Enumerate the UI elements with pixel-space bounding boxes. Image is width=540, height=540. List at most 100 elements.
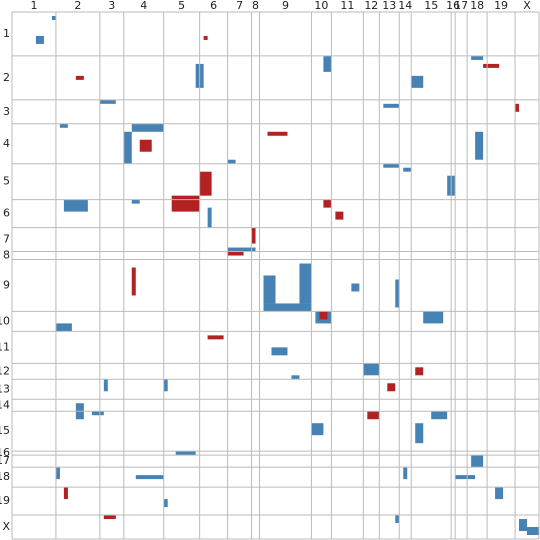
contact-block (55, 467, 60, 480)
contact-block (163, 499, 168, 508)
column-label: 5 (178, 0, 185, 12)
contact-block (495, 487, 504, 500)
column-label: 17 (454, 0, 468, 12)
row-label: 19 (0, 494, 10, 507)
column-label: 11 (340, 0, 354, 12)
column-label: 14 (398, 0, 412, 12)
row-label: 10 (0, 314, 10, 327)
contact-block (63, 487, 68, 500)
contact-block (415, 423, 424, 444)
contact-block (123, 131, 132, 164)
contact-block (471, 55, 484, 60)
contact-block (323, 55, 332, 72)
row-label: 5 (3, 175, 10, 188)
row-label: 6 (3, 207, 10, 220)
contact-block (139, 139, 152, 152)
contact-block (75, 75, 84, 80)
row-label: 2 (3, 71, 10, 84)
contact-block (91, 411, 104, 416)
contact-block (395, 279, 400, 308)
column-label: 8 (252, 0, 259, 12)
row-label: 9 (3, 278, 10, 291)
contact-block (323, 199, 332, 208)
row-label: 13 (0, 382, 10, 395)
contact-block (131, 199, 140, 204)
contact-block (99, 99, 116, 104)
contact-block (395, 515, 400, 524)
contact-block (131, 123, 164, 132)
contact-block (271, 347, 288, 356)
contact-block (299, 263, 312, 304)
column-label: X (523, 0, 531, 12)
contact-block (291, 375, 300, 380)
column-label: 13 (382, 0, 396, 12)
contact-block (199, 171, 212, 196)
contact-block (415, 367, 424, 376)
row-label: 18 (0, 470, 10, 483)
contact-block (103, 515, 116, 520)
contact-block (135, 475, 164, 480)
contact-block (311, 423, 324, 436)
contact-block (403, 467, 408, 480)
contact-block (483, 63, 500, 68)
contact-block (411, 75, 424, 88)
contact-block (63, 199, 88, 212)
contact-block (263, 275, 276, 304)
contact-block (471, 455, 484, 468)
column-label: 10 (314, 0, 328, 12)
contact-block (51, 15, 56, 20)
contact-block (383, 103, 400, 108)
row-label: 12 (0, 364, 10, 377)
row-label: 3 (3, 105, 10, 118)
row-label: 15 (0, 424, 10, 437)
column-label: 12 (364, 0, 378, 12)
column-label: 4 (140, 0, 147, 12)
contact-block (519, 519, 528, 532)
contact-block (515, 103, 520, 112)
column-label: 1 (30, 0, 37, 12)
contact-block (103, 379, 108, 392)
contact-block (227, 159, 236, 164)
row-label: 11 (0, 340, 10, 353)
contact-block (423, 311, 444, 324)
contact-block (475, 131, 484, 160)
contact-block (59, 123, 68, 128)
column-label: 2 (74, 0, 81, 12)
contact-block (227, 247, 256, 252)
contact-block (383, 163, 400, 168)
row-label: 17 (0, 454, 10, 467)
row-label: X (2, 520, 10, 533)
column-label: 6 (210, 0, 217, 12)
row-label: 8 (3, 249, 10, 262)
contact-block (227, 251, 244, 256)
row-label: 1 (3, 27, 10, 40)
contact-block (351, 283, 360, 292)
contact-block (251, 227, 256, 244)
contact-block (163, 379, 168, 392)
column-label: 18 (470, 0, 484, 12)
contact-block (55, 323, 72, 332)
contact-block (363, 363, 380, 376)
contact-block (207, 207, 212, 228)
row-label: 7 (3, 233, 10, 246)
row-label: 14 (0, 398, 10, 411)
contact-block (431, 411, 448, 420)
contact-block (171, 195, 200, 212)
contact-block (527, 527, 539, 536)
contact-block (319, 311, 328, 320)
column-label: 3 (108, 0, 115, 12)
row-label: 16 (0, 446, 10, 459)
contact-block (263, 303, 312, 312)
contact-block (367, 411, 380, 420)
column-label: 9 (282, 0, 289, 12)
contact-block (335, 211, 344, 220)
row-label: 4 (3, 137, 10, 150)
column-label: 15 (424, 0, 438, 12)
contact-block (455, 475, 476, 480)
contact-block (175, 451, 196, 456)
contact-block (207, 335, 224, 340)
column-label: 19 (494, 0, 508, 12)
contact-block (131, 267, 136, 296)
contact-block (203, 35, 208, 40)
